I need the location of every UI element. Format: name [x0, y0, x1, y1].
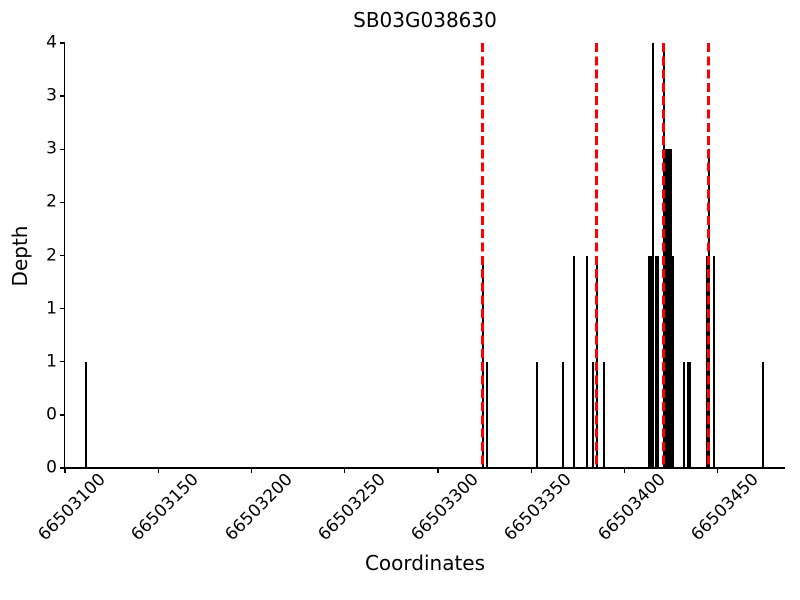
depth-bar [688, 361, 691, 468]
x-tick-label: 66503200 [220, 469, 297, 545]
y-tick-mark [59, 95, 65, 97]
depth-bar [713, 255, 716, 468]
x-tick-mark [157, 468, 159, 473]
y-tick-mark [59, 361, 65, 363]
marker-dashed-line [595, 43, 599, 468]
depth-bar [670, 149, 673, 468]
x-tick-label: 66503100 [34, 469, 110, 545]
depth-bar [655, 255, 658, 468]
x-tick-label: 66503400 [593, 469, 670, 545]
x-axis-spine [63, 467, 786, 469]
x-tick-mark [437, 468, 439, 473]
depth-bar [651, 43, 654, 468]
depth-bar [603, 361, 606, 468]
depth-bar [705, 255, 708, 468]
depth-bar [84, 361, 87, 468]
x-tick-mark [250, 468, 253, 473]
chart-title: SB03G038630 [353, 8, 497, 32]
x-tick-label: 66503250 [314, 469, 390, 545]
y-tick-label: 3 [46, 138, 57, 159]
depth-bar [666, 149, 669, 468]
y-tick-mark [59, 42, 65, 44]
x-tick-mark [717, 468, 719, 473]
y-tick-label: 2 [46, 191, 57, 212]
x-tick-mark [344, 468, 346, 473]
x-axis-label: Coordinates [364, 551, 486, 575]
depth-bar [647, 255, 650, 468]
x-tick-mark [530, 468, 532, 473]
marker-dashed-line [481, 43, 485, 468]
depth-bar [586, 255, 589, 468]
depth-bar [657, 255, 660, 468]
depth-bar [668, 149, 671, 468]
y-tick-mark [59, 467, 65, 469]
y-axis-label: Depth [8, 225, 32, 287]
y-tick-mark [59, 201, 65, 204]
x-tick-mark [64, 468, 66, 473]
y-tick-label: 2 [46, 245, 57, 265]
x-tick-label: 66503450 [687, 469, 763, 545]
depth-bar [591, 361, 594, 468]
y-axis-spine [63, 43, 66, 469]
depth-bar [649, 255, 652, 468]
depth-bar [761, 361, 764, 468]
depth-bar [687, 361, 689, 468]
depth-bar [562, 361, 565, 468]
y-tick-label: 1 [46, 298, 57, 319]
y-tick-label: 1 [46, 351, 57, 372]
y-tick-label: 0 [46, 404, 57, 425]
x-tick-label: 66503350 [500, 469, 577, 545]
y-tick-label: 0 [46, 457, 57, 478]
depth-bar [683, 361, 686, 468]
y-tick-label: 3 [46, 85, 57, 106]
y-tick-label: 4 [46, 32, 57, 53]
depth-bar [664, 149, 667, 468]
plot-area [65, 43, 785, 468]
y-tick-mark [59, 307, 65, 310]
x-tick-label: 66503150 [127, 469, 203, 545]
depth-bar [535, 361, 538, 468]
x-tick-label: 66503300 [407, 469, 483, 545]
depth-bar [573, 255, 576, 468]
marker-dashed-line [707, 43, 711, 468]
x-tick-mark [623, 468, 626, 473]
depth-bar [672, 255, 675, 468]
marker-dashed-line [662, 43, 666, 468]
depth-bar [485, 361, 488, 468]
y-tick-mark [59, 414, 65, 416]
y-tick-mark [59, 254, 65, 257]
y-tick-mark [59, 148, 65, 150]
